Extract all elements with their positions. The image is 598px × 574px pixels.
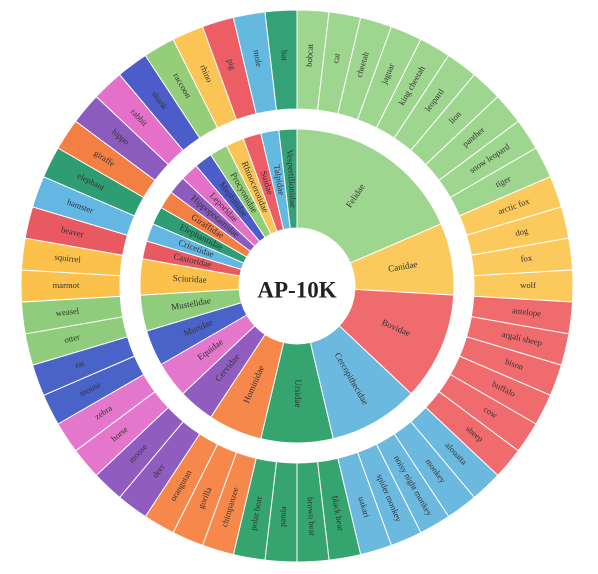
species-label-bat: bat <box>279 50 290 62</box>
species-label-cat: cat <box>330 52 342 64</box>
species-label-panda: panda <box>277 506 288 527</box>
family-ring: FelidaeCanidaeBovidaeCercopithecidaeUrsi… <box>139 128 455 444</box>
species-label-rat: rat <box>74 358 87 371</box>
chart-title: AP-10K <box>257 277 336 302</box>
family-label-ursidae: Ursidae <box>293 380 303 408</box>
species-label-squirrel: squirrel <box>54 252 82 265</box>
family-segment-vespertilionidae <box>278 128 298 229</box>
species-label-brown-bear: brown bear <box>305 497 317 537</box>
species-label-mole: mole <box>251 49 264 68</box>
species-segment-bat <box>264 9 298 111</box>
species-label-wolf: wolf <box>520 280 536 290</box>
family-segment-felidae <box>296 128 442 264</box>
species-label-pig: pig <box>225 58 238 72</box>
species-label-dog: dog <box>514 225 530 238</box>
species-ring: bobcat cat cheetah jaguar king cheetahleopar… <box>20 9 574 563</box>
species-label-weasel: weasel <box>55 305 80 318</box>
species-label-otter: otter <box>63 332 81 345</box>
species-label-bobcat: bobcat <box>304 43 315 67</box>
family-label-sciuridae: Sciuridae <box>172 273 207 285</box>
family-label-vespertilionidae: Vespertilionidae <box>285 149 298 208</box>
species-label-antelope: antelope <box>512 305 542 318</box>
species-label-marmot: marmot <box>53 280 80 290</box>
species-label-fox: fox <box>520 252 533 263</box>
